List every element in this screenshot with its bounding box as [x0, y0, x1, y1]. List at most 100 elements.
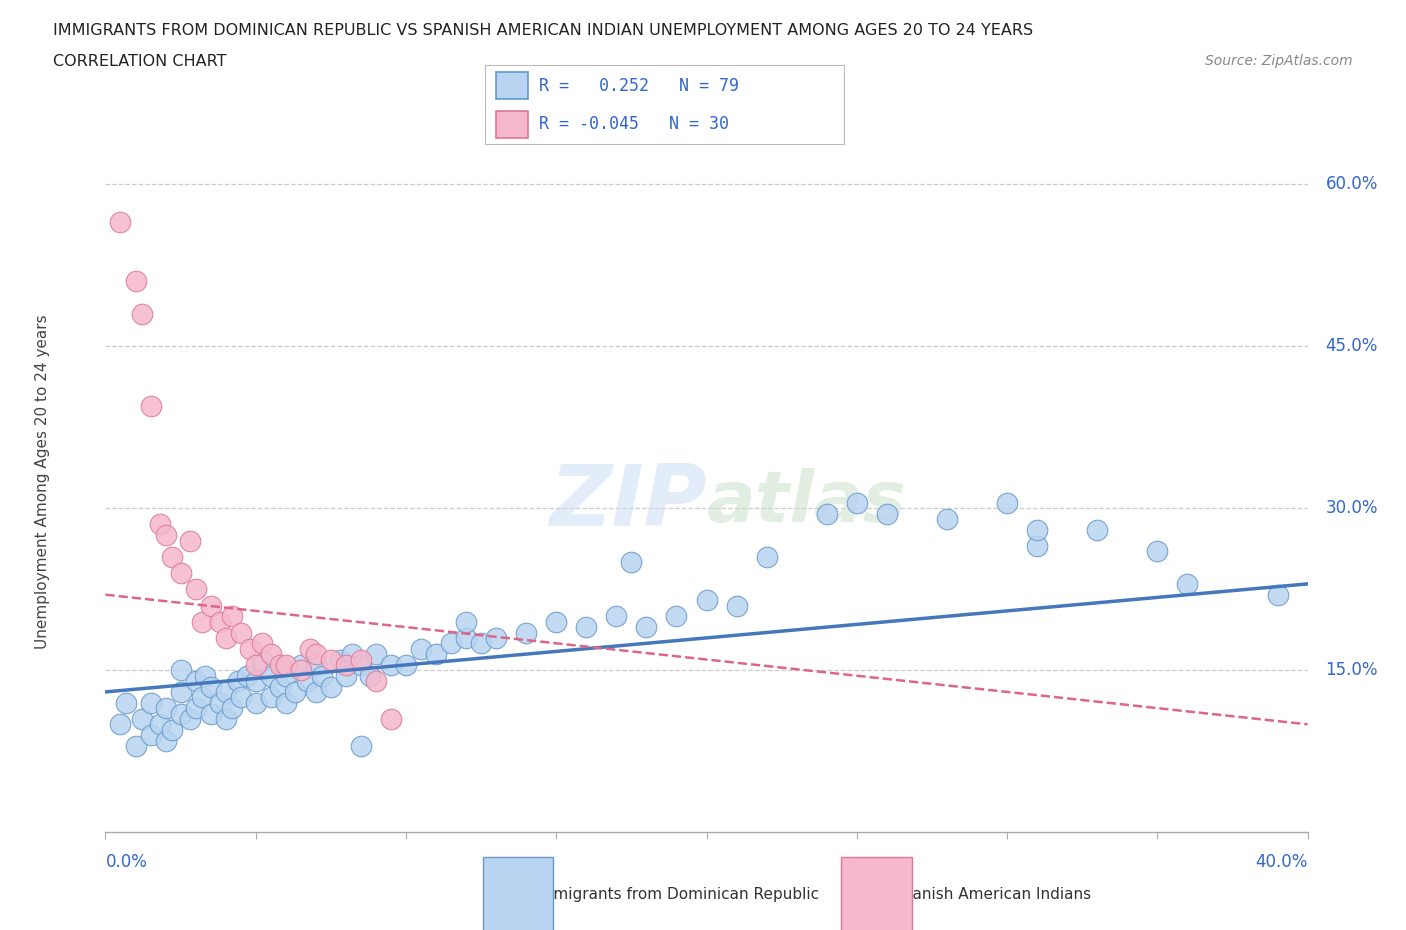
Point	[184, 582, 207, 597]
Point	[239, 642, 262, 657]
Point	[155, 528, 177, 543]
Point	[110, 717, 132, 732]
Point	[269, 679, 291, 694]
Text: R = -0.045   N = 30: R = -0.045 N = 30	[538, 115, 728, 133]
Point	[605, 609, 627, 624]
Text: 45.0%: 45.0%	[1326, 338, 1378, 355]
Point	[160, 723, 183, 737]
Text: Source: ZipAtlas.com: Source: ZipAtlas.com	[1205, 54, 1353, 68]
Point	[620, 555, 643, 570]
Point	[1085, 523, 1108, 538]
Point	[725, 598, 748, 613]
Point	[260, 646, 283, 661]
Text: IMMIGRANTS FROM DOMINICAN REPUBLIC VS SPANISH AMERICAN INDIAN UNEMPLOYMENT AMONG: IMMIGRANTS FROM DOMINICAN REPUBLIC VS SP…	[53, 23, 1033, 38]
Text: 40.0%: 40.0%	[1256, 853, 1308, 870]
Point	[636, 619, 658, 634]
Point	[260, 669, 283, 684]
Point	[245, 696, 267, 711]
Point	[1175, 577, 1198, 591]
Point	[350, 652, 373, 667]
Point	[214, 684, 236, 699]
Point	[1267, 587, 1289, 602]
Point	[546, 615, 568, 630]
Point	[179, 711, 201, 726]
Point	[139, 398, 162, 413]
Point	[409, 642, 432, 657]
Point	[221, 609, 243, 624]
Point	[226, 673, 249, 688]
Point	[235, 669, 257, 684]
Point	[274, 658, 297, 672]
Point	[131, 306, 153, 321]
Point	[169, 663, 191, 678]
Point	[250, 652, 273, 667]
Point	[305, 684, 328, 699]
FancyBboxPatch shape	[496, 111, 529, 138]
Text: R =   0.252   N = 79: R = 0.252 N = 79	[538, 76, 738, 95]
Point	[169, 706, 191, 721]
Point	[311, 669, 333, 684]
Point	[515, 625, 537, 640]
Point	[260, 690, 283, 705]
Point	[184, 700, 207, 715]
Point	[876, 506, 898, 521]
Point	[305, 658, 328, 672]
Point	[440, 636, 463, 651]
Text: atlas: atlas	[707, 468, 907, 537]
Point	[160, 550, 183, 565]
Point	[305, 646, 328, 661]
Point	[290, 658, 312, 672]
Point	[221, 700, 243, 715]
Point	[470, 636, 492, 651]
Point	[190, 615, 212, 630]
Point	[110, 215, 132, 230]
Text: Unemployment Among Ages 20 to 24 years: Unemployment Among Ages 20 to 24 years	[35, 314, 51, 648]
Point	[245, 673, 267, 688]
Point	[124, 274, 146, 289]
Point	[1026, 523, 1049, 538]
Text: 0.0%: 0.0%	[105, 853, 148, 870]
Point	[250, 636, 273, 651]
Point	[139, 696, 162, 711]
Text: Immigrants from Dominican Republic: Immigrants from Dominican Republic	[534, 887, 820, 902]
Text: ZIP: ZIP	[548, 461, 707, 544]
Point	[454, 631, 477, 645]
Point	[139, 727, 162, 742]
FancyBboxPatch shape	[496, 73, 529, 100]
Text: CORRELATION CHART: CORRELATION CHART	[53, 54, 226, 69]
Point	[274, 669, 297, 684]
Point	[169, 565, 191, 580]
Point	[179, 533, 201, 548]
Point	[169, 684, 191, 699]
Point	[245, 658, 267, 672]
Point	[1146, 544, 1168, 559]
Point	[155, 733, 177, 748]
Point	[190, 690, 212, 705]
Point	[815, 506, 838, 521]
Point	[575, 619, 598, 634]
Point	[200, 598, 222, 613]
Point	[329, 652, 352, 667]
Point	[335, 658, 357, 672]
Point	[485, 631, 508, 645]
Point	[364, 646, 387, 661]
Point	[274, 696, 297, 711]
Point	[319, 679, 342, 694]
Point	[214, 711, 236, 726]
Point	[665, 609, 688, 624]
Point	[319, 652, 342, 667]
Point	[1026, 538, 1049, 553]
Point	[284, 684, 307, 699]
Point	[295, 673, 318, 688]
Point	[395, 658, 418, 672]
Point	[208, 615, 231, 630]
Point	[290, 663, 312, 678]
Point	[131, 711, 153, 726]
Point	[115, 696, 138, 711]
Point	[269, 658, 291, 672]
Point	[755, 550, 778, 565]
Point	[359, 669, 381, 684]
Point	[184, 673, 207, 688]
Text: Spanish American Indians: Spanish American Indians	[893, 887, 1091, 902]
Point	[148, 717, 170, 732]
